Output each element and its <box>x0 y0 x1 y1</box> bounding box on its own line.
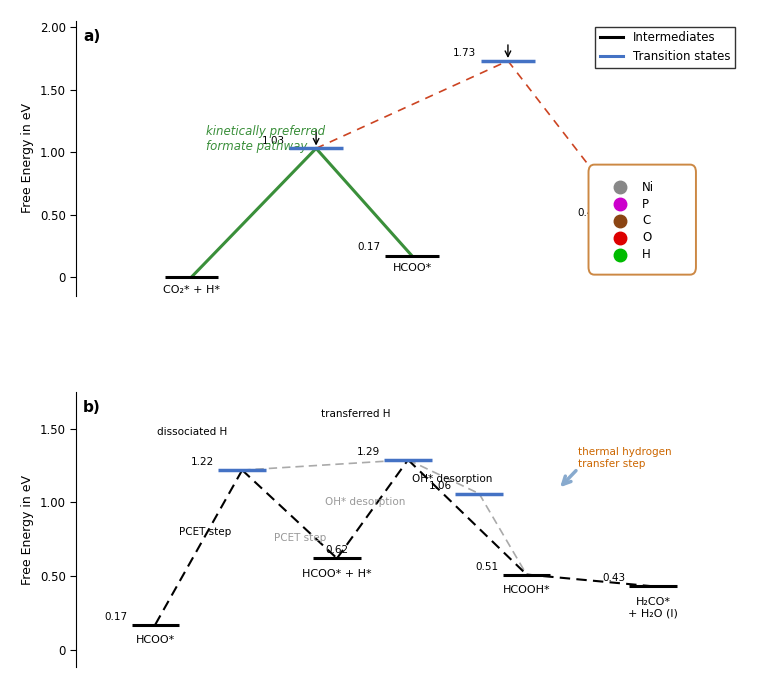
Text: 0.44: 0.44 <box>578 208 601 218</box>
Text: PCET step: PCET step <box>274 533 326 543</box>
Text: 1.03: 1.03 <box>261 136 285 146</box>
Text: 1.73: 1.73 <box>453 49 476 58</box>
Text: HCOO*: HCOO* <box>392 263 432 273</box>
Text: OH* desorption: OH* desorption <box>325 498 405 507</box>
Text: dissociated H: dissociated H <box>157 427 227 437</box>
Text: HOCO*: HOCO* <box>613 229 652 240</box>
Text: 0.17: 0.17 <box>357 242 381 252</box>
Text: thermal hydrogen
transfer step: thermal hydrogen transfer step <box>578 447 671 468</box>
FancyBboxPatch shape <box>588 165 696 275</box>
Y-axis label: Free Energy in eV: Free Energy in eV <box>21 475 34 584</box>
Legend: Intermediates, Transition states: Intermediates, Transition states <box>595 26 735 68</box>
Text: CO₂* + H*: CO₂* + H* <box>163 285 220 295</box>
Text: HCOO* + H*: HCOO* + H* <box>302 569 372 579</box>
Text: HCOO*: HCOO* <box>136 635 175 645</box>
Text: OH* desorption: OH* desorption <box>412 474 492 484</box>
Text: kinetically preferred
formate pathway: kinetically preferred formate pathway <box>206 124 325 153</box>
Text: H₂CO*
+ H₂O (l): H₂CO* + H₂O (l) <box>628 596 678 618</box>
Text: b): b) <box>83 400 101 416</box>
Text: 0.62: 0.62 <box>325 546 349 555</box>
Text: 0.51: 0.51 <box>476 562 499 571</box>
Text: a): a) <box>83 29 100 44</box>
Y-axis label: Free Energy in eV: Free Energy in eV <box>21 104 34 213</box>
Text: 1.06: 1.06 <box>428 481 452 491</box>
Text: 1.22: 1.22 <box>192 457 214 467</box>
Text: transferred H: transferred H <box>321 409 391 419</box>
Text: P: P <box>642 197 649 211</box>
Text: H: H <box>642 248 651 261</box>
Text: O: O <box>642 231 652 244</box>
Text: 0.17: 0.17 <box>105 612 127 621</box>
Text: HCOOH*: HCOOH* <box>503 584 550 595</box>
Text: PCET step: PCET step <box>179 527 231 537</box>
Text: 1.29: 1.29 <box>357 447 381 457</box>
Text: Ni: Ni <box>642 181 655 194</box>
Text: 0.43: 0.43 <box>602 573 626 583</box>
Text: C: C <box>642 214 651 227</box>
